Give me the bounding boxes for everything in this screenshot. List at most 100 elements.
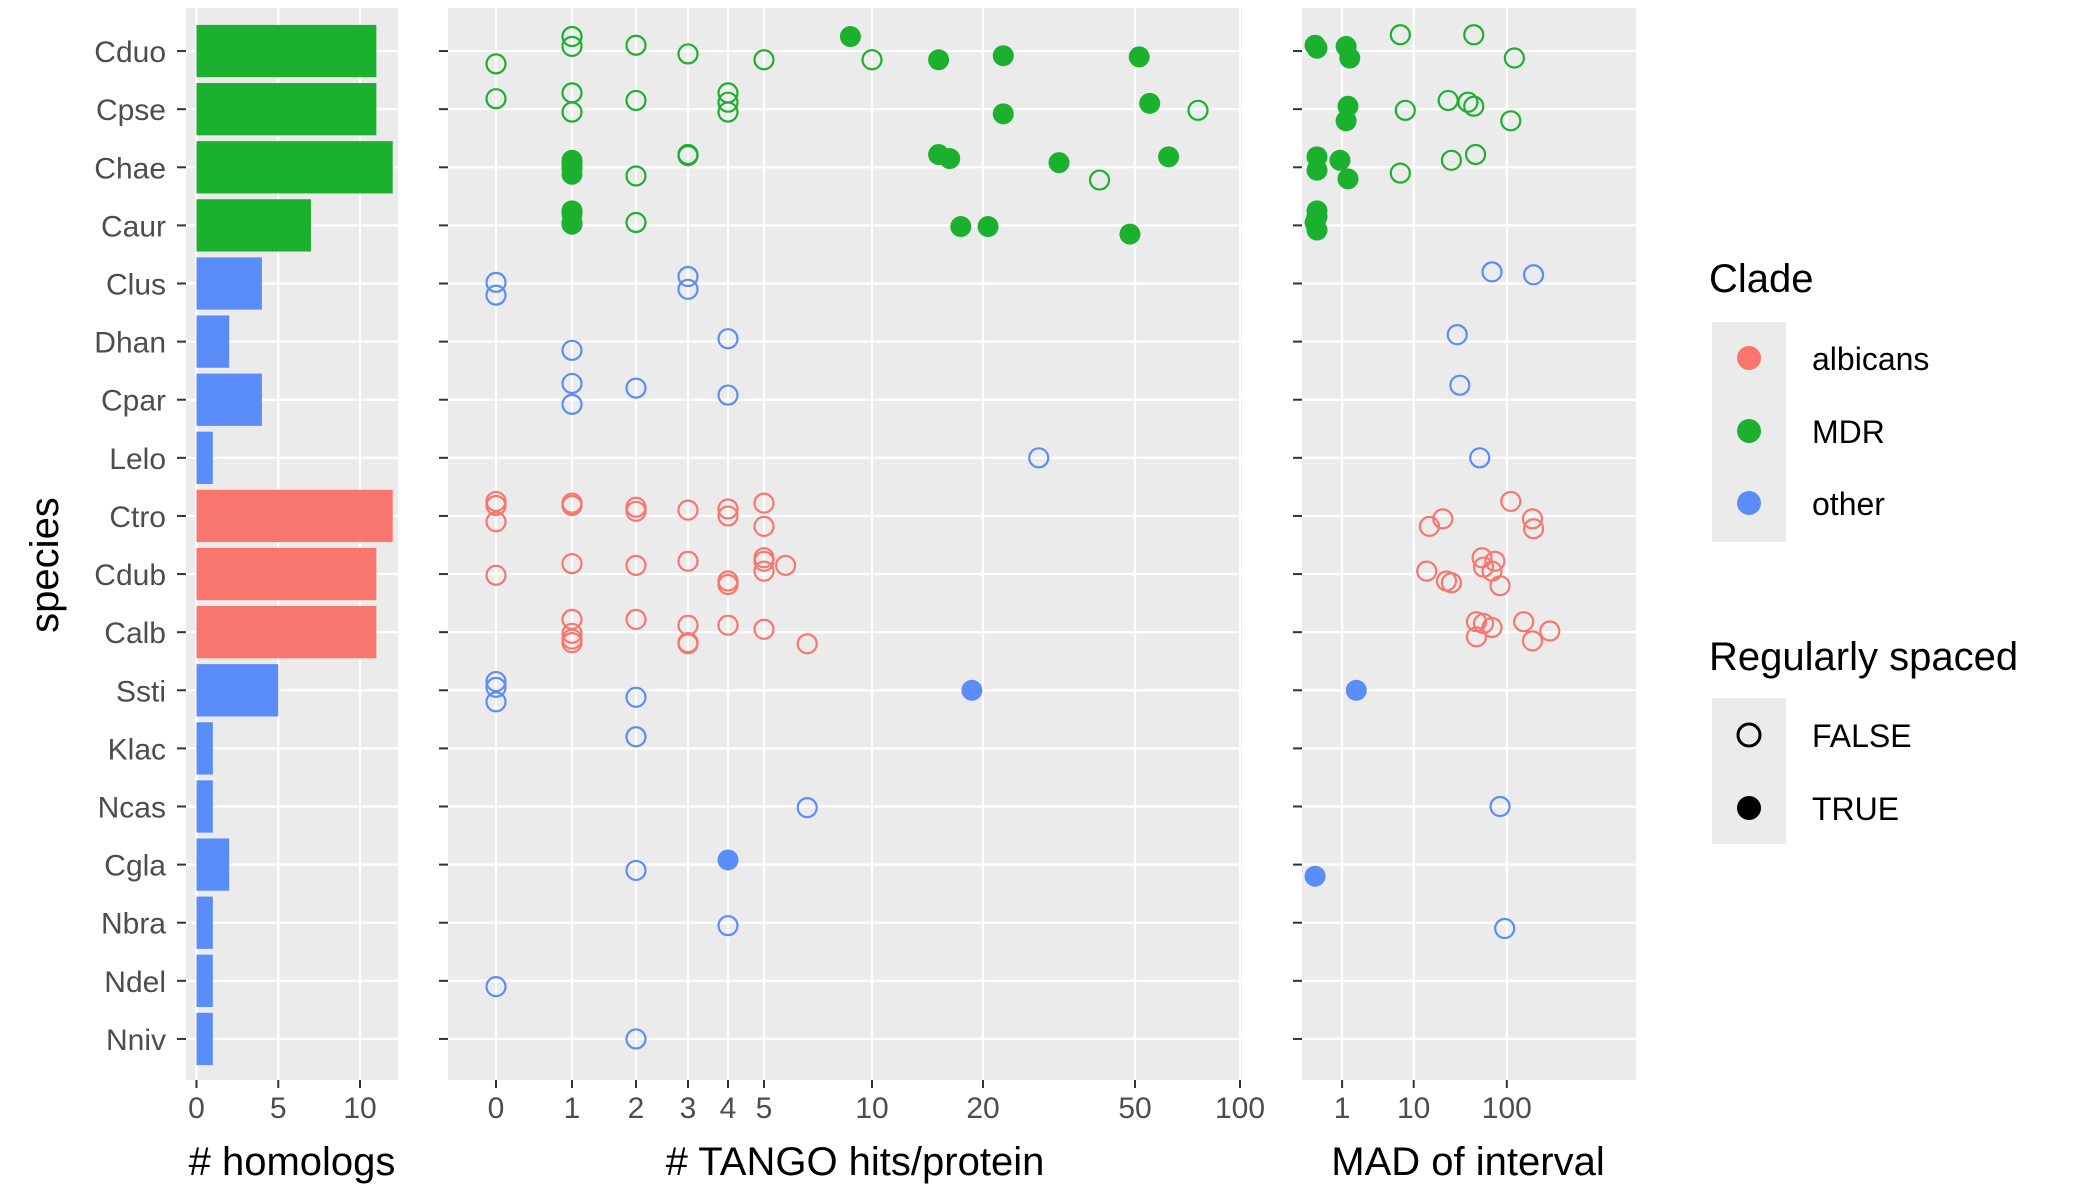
bar-ncas: [196, 780, 213, 833]
legend-spacing-keys-bg: [1712, 698, 1786, 844]
tango-x-tick-label: 1: [564, 1092, 581, 1125]
tango-point-clus: [485, 284, 507, 306]
mad-point-chae: [1337, 168, 1359, 190]
tango-point-cpse: [717, 101, 739, 123]
tango-x-tick-label: 2: [628, 1092, 645, 1125]
tango-point-calb: [753, 618, 775, 640]
mad-point-cduo: [1306, 37, 1328, 59]
bar-x-tick-label: 10: [343, 1092, 376, 1125]
tango-point-ctro: [717, 505, 739, 527]
species-label-ctro: Ctro: [109, 501, 166, 534]
tango-point-lelo: [1028, 447, 1050, 469]
mad-point-calb: [1539, 620, 1561, 642]
tango-point-ndel: [485, 976, 507, 998]
legend-label-other: other: [1812, 486, 1885, 522]
bar-dhan: [196, 315, 230, 368]
mad-point-cdub: [1416, 560, 1438, 582]
species-label-chae: Chae: [94, 152, 166, 185]
tango-point-cduo: [1128, 46, 1150, 68]
bar-x-tick-label: 5: [270, 1092, 287, 1125]
tango-point-nbra: [717, 915, 739, 937]
species-label-cdub: Cdub: [94, 559, 166, 592]
tango-point-cpse: [485, 88, 507, 110]
bar-klac: [196, 722, 213, 775]
species-label-dhan: Dhan: [94, 327, 166, 360]
bar-cpar: [196, 373, 262, 426]
tango-point-ssti: [961, 679, 983, 701]
tango-point-cpse: [992, 103, 1014, 125]
species-label-klac: Klac: [108, 733, 166, 766]
mad-point-cpse: [1500, 110, 1522, 132]
tango-point-cdub: [753, 550, 775, 572]
species-label-cgla: Cgla: [104, 850, 166, 883]
species-label-caur: Caur: [101, 210, 166, 243]
legend: Clade albicans MDR other Regularly space…: [1709, 257, 2018, 844]
tango-x-tick-label: 20: [966, 1092, 999, 1125]
bar-caur: [196, 199, 311, 252]
mad-point-ncas: [1489, 795, 1511, 818]
tango-point-ctro: [561, 494, 583, 517]
tango-point-nniv: [625, 1028, 647, 1050]
tango-point-cduo: [992, 45, 1014, 67]
tango-point-cduo: [839, 26, 861, 48]
tango-point-cdub: [625, 554, 647, 576]
tango-point-cpse: [625, 89, 647, 112]
tango-point-dhan: [561, 339, 583, 361]
mad-point-cpse: [1457, 91, 1479, 113]
mad-point-cpar: [1449, 374, 1471, 396]
bar-x-tick-label: 0: [188, 1092, 205, 1125]
tango-point-ctro: [677, 499, 699, 521]
mad-point-cduo: [1389, 24, 1411, 46]
tango-point-ctro: [753, 515, 775, 538]
tango-point-caur: [977, 216, 999, 238]
mad-point-cdub: [1484, 550, 1506, 572]
tango-point-cduo: [485, 53, 507, 75]
mad-point-cpse: [1463, 95, 1485, 117]
tango-point-ctro: [485, 511, 507, 533]
mad-point-ctro: [1521, 508, 1544, 530]
mad-point-calb: [1521, 630, 1544, 652]
bar-cduo: [196, 24, 377, 78]
tango-point-ssti: [485, 670, 507, 693]
tango-x-tick-label: 5: [756, 1092, 773, 1125]
legend-key-true: [1737, 796, 1761, 820]
mad-point-clus: [1522, 264, 1545, 286]
mad-point-ctro: [1522, 518, 1545, 540]
species-label-cpse: Cpse: [96, 94, 166, 127]
tango-point-cdub: [561, 552, 583, 575]
homologs-bar-panel: 0 5 10: [186, 8, 398, 1125]
mad-point-lelo: [1469, 447, 1491, 469]
tango-point-cduo: [753, 49, 775, 71]
bar-nbra: [196, 896, 213, 949]
species-label-clus: Clus: [106, 269, 166, 302]
tango-point-cpse: [717, 91, 739, 113]
species-label-nbra: Nbra: [101, 908, 166, 941]
mad-point-chae: [1306, 159, 1328, 181]
tango-point-cduo: [561, 35, 583, 58]
mad-point-cpse: [1335, 110, 1357, 132]
mad-point-dhan: [1446, 324, 1468, 346]
species-label-lelo: Lelo: [109, 443, 166, 476]
tango-point-cpse: [1187, 99, 1209, 121]
tango-point-chae: [677, 143, 699, 166]
tango-point-chae: [1158, 146, 1180, 168]
tango-point-ctro: [625, 500, 647, 522]
tango-hits-panel: 0 1 2 3 4 5 10 20 50 100: [448, 8, 1265, 1125]
tango-point-caur: [561, 213, 583, 235]
mad-point-chae: [1389, 162, 1411, 184]
mad-point-clus: [1481, 261, 1503, 283]
tango-point-ncas: [796, 797, 818, 819]
x-axis-title-tango: # TANGO hits/protein: [666, 1140, 1045, 1184]
mad-point-cdub: [1489, 575, 1511, 597]
mad-point-caur: [1306, 219, 1328, 241]
tango-point-chae: [939, 148, 961, 170]
mad-point-cduo: [1339, 47, 1361, 69]
mad-point-chae: [1464, 143, 1487, 166]
tango-point-ssti: [485, 691, 507, 713]
tango-background: [448, 8, 1242, 1080]
tango-point-cduo: [861, 49, 883, 71]
y-axis-title: species: [23, 497, 67, 633]
tango-point-cduo: [561, 25, 583, 48]
tango-point-calb: [717, 614, 739, 636]
